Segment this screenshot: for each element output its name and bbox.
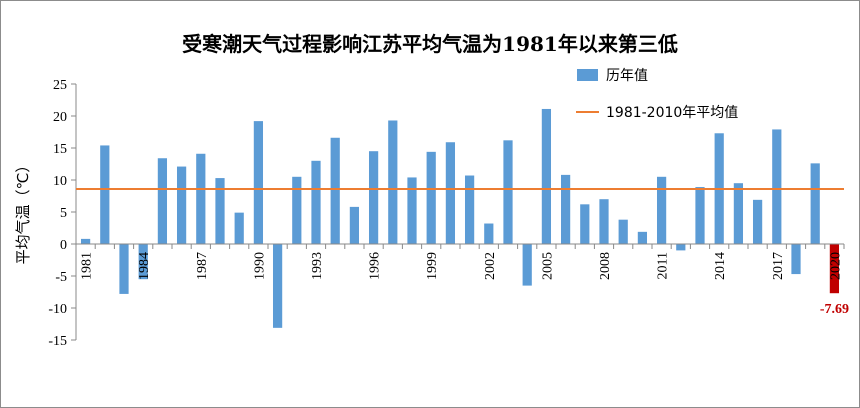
bar-2015 <box>733 183 744 244</box>
data-label-2020: -7.69 <box>820 302 849 317</box>
y-tick-label: 0 <box>60 238 67 253</box>
bar-1997 <box>388 120 398 244</box>
bar-2018 <box>791 244 801 275</box>
bar-1993 <box>311 160 321 244</box>
bar-2012 <box>676 244 686 251</box>
bar-2001 <box>464 175 475 244</box>
bar-1987 <box>196 153 206 244</box>
legend-bar-swatch <box>577 69 598 81</box>
bar-1990 <box>253 121 264 244</box>
bar-1986 <box>176 166 187 244</box>
x-tick-label: 1981 <box>80 252 95 280</box>
x-tick-label: 2005 <box>540 252 555 280</box>
bar-2011 <box>656 176 667 244</box>
bar-1985 <box>157 158 168 244</box>
y-tick-label: 5 <box>60 206 67 221</box>
y-tick-label: 20 <box>53 110 67 125</box>
bar-2000 <box>445 142 456 244</box>
x-tick-label: 2008 <box>598 252 613 280</box>
bar-1999 <box>426 151 436 244</box>
x-tick-label: 2011 <box>656 252 671 279</box>
bar-2017 <box>772 129 782 244</box>
bar-2004 <box>522 244 532 286</box>
bar-1991 <box>272 244 283 328</box>
bar-2013 <box>695 187 705 244</box>
bar-2006 <box>560 174 571 244</box>
bar-2010 <box>637 231 648 244</box>
bar-1982 <box>100 145 110 244</box>
x-tick-label: 2020 <box>828 252 843 280</box>
y-tick-label: -5 <box>55 270 67 285</box>
bar-2005 <box>541 108 552 245</box>
x-tick-label: 2014 <box>713 252 728 280</box>
bar-1983 <box>119 244 129 294</box>
bar-2019 <box>810 163 820 244</box>
x-tick-label: 2017 <box>771 252 786 280</box>
y-tick-label: 15 <box>53 142 67 157</box>
y-tick-label: 10 <box>53 174 67 189</box>
x-tick-label: 1990 <box>252 252 267 280</box>
bar-2016 <box>752 199 763 244</box>
bar-2020 <box>829 244 840 294</box>
bar-2003 <box>503 140 513 244</box>
legend-average-label: 1981-2010年平均值 <box>606 105 738 121</box>
bar-2002 <box>484 223 494 244</box>
y-tick-label: -15 <box>48 334 67 349</box>
chart-title: 受寒潮天气过程影响江苏平均气温为1981年以来第三低 <box>182 32 678 56</box>
y-tick-label: 25 <box>53 78 67 93</box>
bar-1996 <box>368 151 379 244</box>
bar-2008 <box>599 199 609 244</box>
y-axis-label: 平均气温（℃） <box>14 158 32 265</box>
bar-1981 <box>80 238 91 244</box>
bar-1984 <box>138 244 148 280</box>
x-tick-label: 1984 <box>137 252 152 280</box>
x-tick-label: 1993 <box>310 252 325 280</box>
bar-1994 <box>330 137 340 244</box>
x-tick-label: 1987 <box>195 252 210 280</box>
plot-area: 25 20 15 10 5 0 -5 -10 -15 1981 1984 1987 1990 1993 19… <box>48 78 849 349</box>
x-tick-label: 2002 <box>483 252 498 280</box>
legend-series-label: 历年值 <box>606 68 648 84</box>
bar-2007 <box>580 204 590 244</box>
bar-1989 <box>234 212 244 244</box>
y-tick-label: -10 <box>48 302 67 317</box>
bar-1992 <box>292 176 302 244</box>
bar-2009 <box>618 219 628 244</box>
x-tick-label: 1999 <box>425 252 440 280</box>
legend: 历年值 1981-2010年平均值 <box>576 68 738 121</box>
x-tick-label: 1996 <box>368 252 383 280</box>
bar-1988 <box>215 178 225 244</box>
bar-1995 <box>349 206 360 244</box>
bar-1998 <box>407 177 417 244</box>
